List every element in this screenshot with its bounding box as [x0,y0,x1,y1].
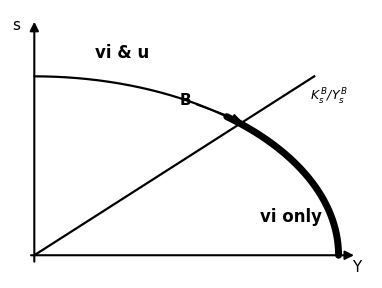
Text: vi only: vi only [260,208,322,226]
Text: $K_s^{\,B}$/$Y_s^{\,B}$: $K_s^{\,B}$/$Y_s^{\,B}$ [309,87,348,107]
Text: vi & u: vi & u [95,44,149,62]
Text: B: B [180,93,239,121]
Text: Y: Y [352,260,361,275]
Text: s: s [12,18,20,33]
